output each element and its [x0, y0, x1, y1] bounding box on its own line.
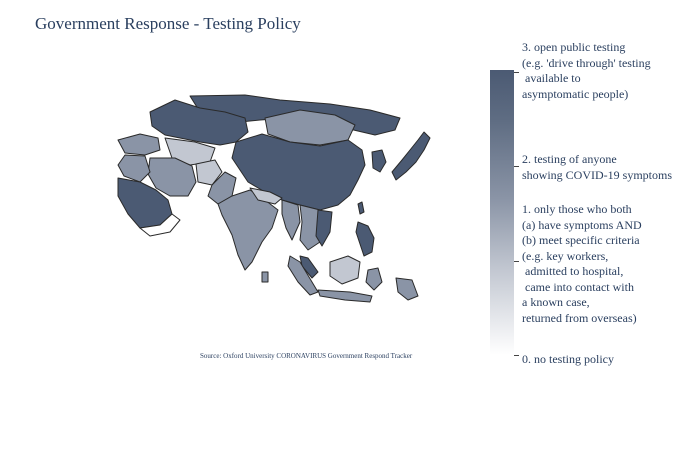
map-title: Government Response - Testing Policy: [35, 14, 301, 33]
region-borneo[interactable]: [329, 255, 361, 285]
source-note: Source: Oxford University CORONAVIRUS Go…: [200, 352, 413, 360]
colorbar-label-2: 2. testing of anyone showing COVID-19 sy…: [522, 152, 673, 182]
colorbar-tick-2: [514, 166, 519, 167]
colorbar-label-3: 3. open public testing (e.g. 'drive thro…: [522, 40, 651, 101]
region-korea[interactable]: [371, 149, 387, 173]
colorbar-tick-3: [514, 72, 519, 73]
region-vietnam[interactable]: [315, 209, 333, 247]
region-java[interactable]: [317, 289, 373, 303]
region-sri-lanka[interactable]: [261, 271, 269, 283]
colorbar-tick-0: [514, 355, 519, 356]
region-japan[interactable]: [391, 131, 431, 181]
colorbar-tick-1: [514, 261, 519, 262]
region-sulawesi[interactable]: [365, 267, 383, 291]
region-nepal[interactable]: [249, 187, 283, 205]
region-iran[interactable]: [147, 157, 197, 197]
region-turkey[interactable]: [117, 133, 161, 156]
region-afghanistan[interactable]: [195, 159, 223, 186]
colorbar-label-1: 1. only those who both (a) have symptoms…: [522, 202, 642, 325]
region-philippines[interactable]: [355, 221, 375, 257]
region-indonesia[interactable]: [287, 255, 319, 296]
region-yemen[interactable]: [139, 213, 181, 237]
colorbar-label-0: 0. no testing policy: [522, 352, 614, 366]
colorbar: [490, 70, 514, 355]
region-taiwan[interactable]: [357, 201, 365, 215]
region-papua[interactable]: [395, 277, 419, 301]
region-myanmar[interactable]: [281, 199, 301, 241]
region-iraq[interactable]: [117, 154, 151, 183]
